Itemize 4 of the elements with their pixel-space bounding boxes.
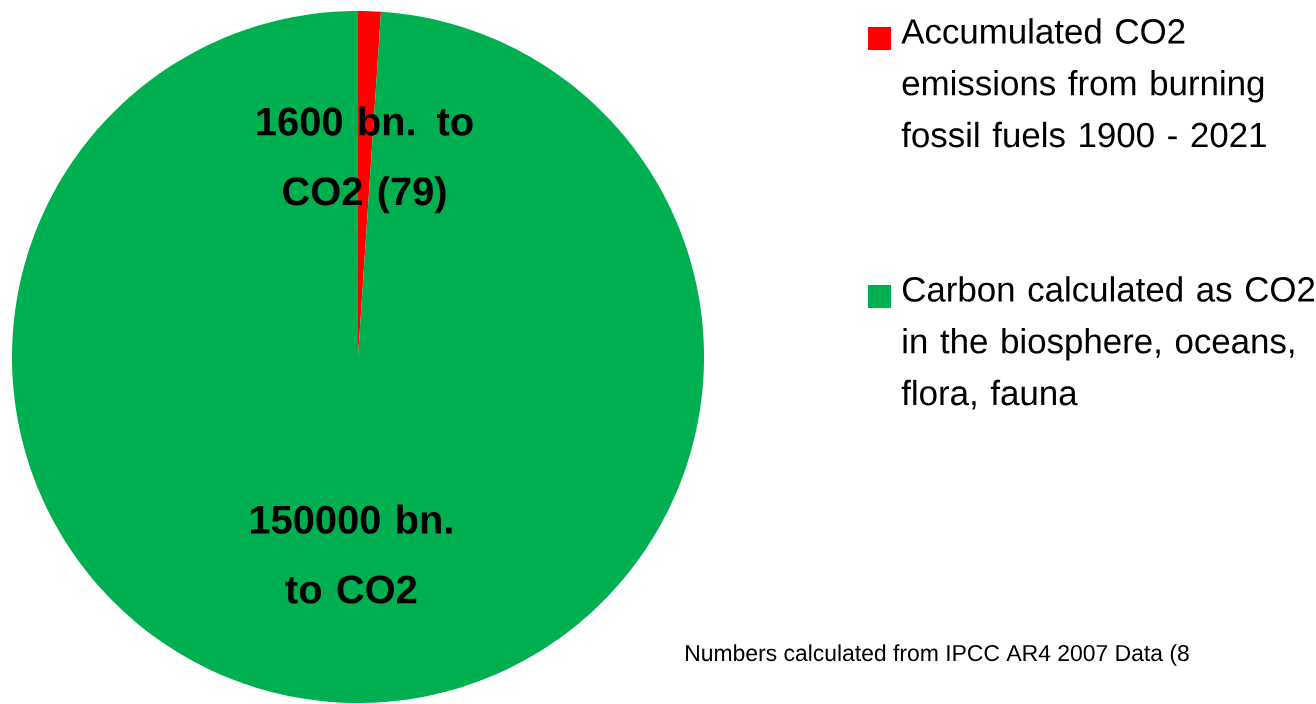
text: Numbers calculated from IPCC AR4 2007 Data (8 bbox=[686, 644, 1189, 666]
legend-label: Accumulated CO2 emissions from burning fossil fuels 1900 - 2021 bbox=[901, 18, 1266, 148]
text: 150000 bn. to CO2 bbox=[250, 504, 452, 604]
legend-label: Carbon calculated as CO2 in the biosphere, oceans, flora, fauna bbox=[901, 276, 1315, 410]
